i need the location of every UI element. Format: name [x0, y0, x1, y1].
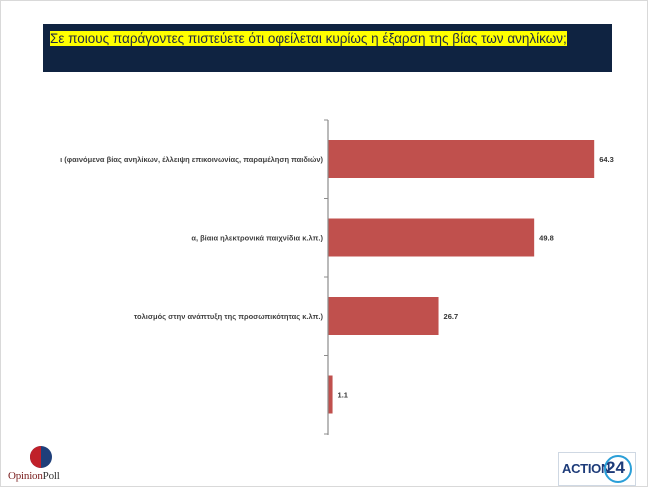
- bar: [328, 218, 535, 257]
- action24-logo-number: 24: [606, 458, 625, 477]
- opinion-poll-logo-text: OpinionPoll: [8, 470, 60, 482]
- bar: [328, 297, 439, 335]
- bar-chart: 64.3 ι (φαινόμενα βίας ανηλίκων, έλλειψη …: [0, 115, 650, 440]
- data-label: 49.8: [539, 234, 554, 243]
- data-label-bg: [334, 388, 355, 401]
- title-highlight: Σε ποιους παράγοντες πιστεύετε ότι οφείλ…: [50, 31, 567, 46]
- data-label: 64.3: [599, 155, 614, 164]
- category-label: ι (φαινόμενα βίας ανηλίκων, έλλειψη επικ…: [60, 155, 323, 164]
- data-label-bg: [596, 153, 621, 165]
- chart-svg: 64.3 ι (φαινόμενα βίας ανηλίκων, έλλειψη …: [60, 119, 621, 435]
- page-title: Σε ποιους παράγοντες πιστεύετε ότι οφείλ…: [50, 30, 570, 48]
- title-box: Σε ποιους παράγοντες πιστεύετε ότι οφείλ…: [43, 24, 612, 72]
- opinion-poll-logo: OpinionPoll: [8, 446, 78, 486]
- data-label: 26.7: [444, 312, 459, 321]
- action24-ring-icon: [604, 455, 632, 483]
- bar: [328, 140, 595, 178]
- category-label: α, βίαια ηλεκτρονικά παιχνίδια κ.λπ.): [191, 234, 323, 243]
- data-label: 1.1: [338, 391, 348, 400]
- action24-logo: ACTION 24: [558, 452, 636, 486]
- data-label-bg: [536, 231, 561, 244]
- action24-logo-text: ACTION: [562, 461, 611, 476]
- opinion-poll-logo-icon: [30, 446, 52, 468]
- bar: [328, 375, 333, 414]
- data-label-bg: [440, 310, 465, 322]
- category-label: τολισμός στην ανάπτυξη της προσωπικότητα…: [134, 312, 324, 321]
